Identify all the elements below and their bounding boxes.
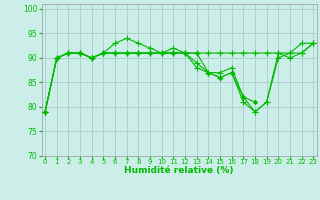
X-axis label: Humidité relative (%): Humidité relative (%)	[124, 166, 234, 175]
